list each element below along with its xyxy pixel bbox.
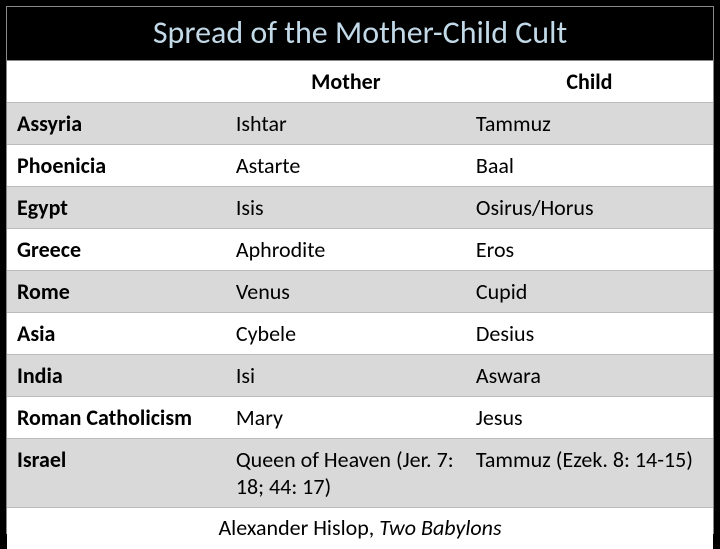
cell-child: Cupid <box>466 271 713 313</box>
cell-mother: Isis <box>226 187 466 229</box>
table-row: AsiaCybeleDesius <box>7 313 713 355</box>
cell-child: Aswara <box>466 355 713 397</box>
table-row: GreeceAphroditeEros <box>7 229 713 271</box>
table-row: IndiaIsiAswara <box>7 355 713 397</box>
table-header-row: Mother Child <box>7 61 713 103</box>
attribution-author: Alexander Hislop, <box>218 514 379 541</box>
table-row: RomeVenusCupid <box>7 271 713 313</box>
slide-inner: Spread of the Mother-Child Cult Mother C… <box>6 6 714 534</box>
cell-child: Jesus <box>466 397 713 439</box>
cell-mother: Cybele <box>226 313 466 355</box>
cell-child: Eros <box>466 229 713 271</box>
cell-child: Osirus/Horus <box>466 187 713 229</box>
cell-region: Assyria <box>7 103 226 145</box>
cell-child: Desius <box>466 313 713 355</box>
attribution: Alexander Hislop, Two Babylons <box>7 508 713 549</box>
cell-mother: Astarte <box>226 145 466 187</box>
cell-mother: Aphrodite <box>226 229 466 271</box>
slide-frame: Spread of the Mother-Child Cult Mother C… <box>0 0 720 540</box>
table-row: EgyptIsisOsirus/Horus <box>7 187 713 229</box>
cell-child: Tammuz (Ezek. 8: 14-15) <box>466 439 713 508</box>
attribution-work: Two Babylons <box>379 514 501 541</box>
table-row: Roman CatholicismMaryJesus <box>7 397 713 439</box>
cell-region: Greece <box>7 229 226 271</box>
cell-mother: Queen of Heaven (Jer. 7: 18; 44: 17) <box>226 439 466 508</box>
col-header-child: Child <box>466 61 713 103</box>
cell-region: Egypt <box>7 187 226 229</box>
col-header-mother: Mother <box>226 61 466 103</box>
table-row: PhoeniciaAstarteBaal <box>7 145 713 187</box>
cell-region: Rome <box>7 271 226 313</box>
cell-region: Roman Catholicism <box>7 397 226 439</box>
cell-region: Asia <box>7 313 226 355</box>
cell-region: Phoenicia <box>7 145 226 187</box>
table-row: IsraelQueen of Heaven (Jer. 7: 18; 44: 1… <box>7 439 713 508</box>
cell-mother: Mary <box>226 397 466 439</box>
table-body: AssyriaIshtarTammuzPhoeniciaAstarteBaalE… <box>7 103 713 508</box>
col-header-region <box>7 61 226 103</box>
table-row: AssyriaIshtarTammuz <box>7 103 713 145</box>
slide-title: Spread of the Mother-Child Cult <box>7 7 713 61</box>
cell-region: Israel <box>7 439 226 508</box>
cell-child: Baal <box>466 145 713 187</box>
cell-mother: Venus <box>226 271 466 313</box>
cell-mother: Isi <box>226 355 466 397</box>
cell-child: Tammuz <box>466 103 713 145</box>
cell-mother: Ishtar <box>226 103 466 145</box>
cell-region: India <box>7 355 226 397</box>
cult-table: Mother Child AssyriaIshtarTammuzPhoenici… <box>7 61 713 508</box>
